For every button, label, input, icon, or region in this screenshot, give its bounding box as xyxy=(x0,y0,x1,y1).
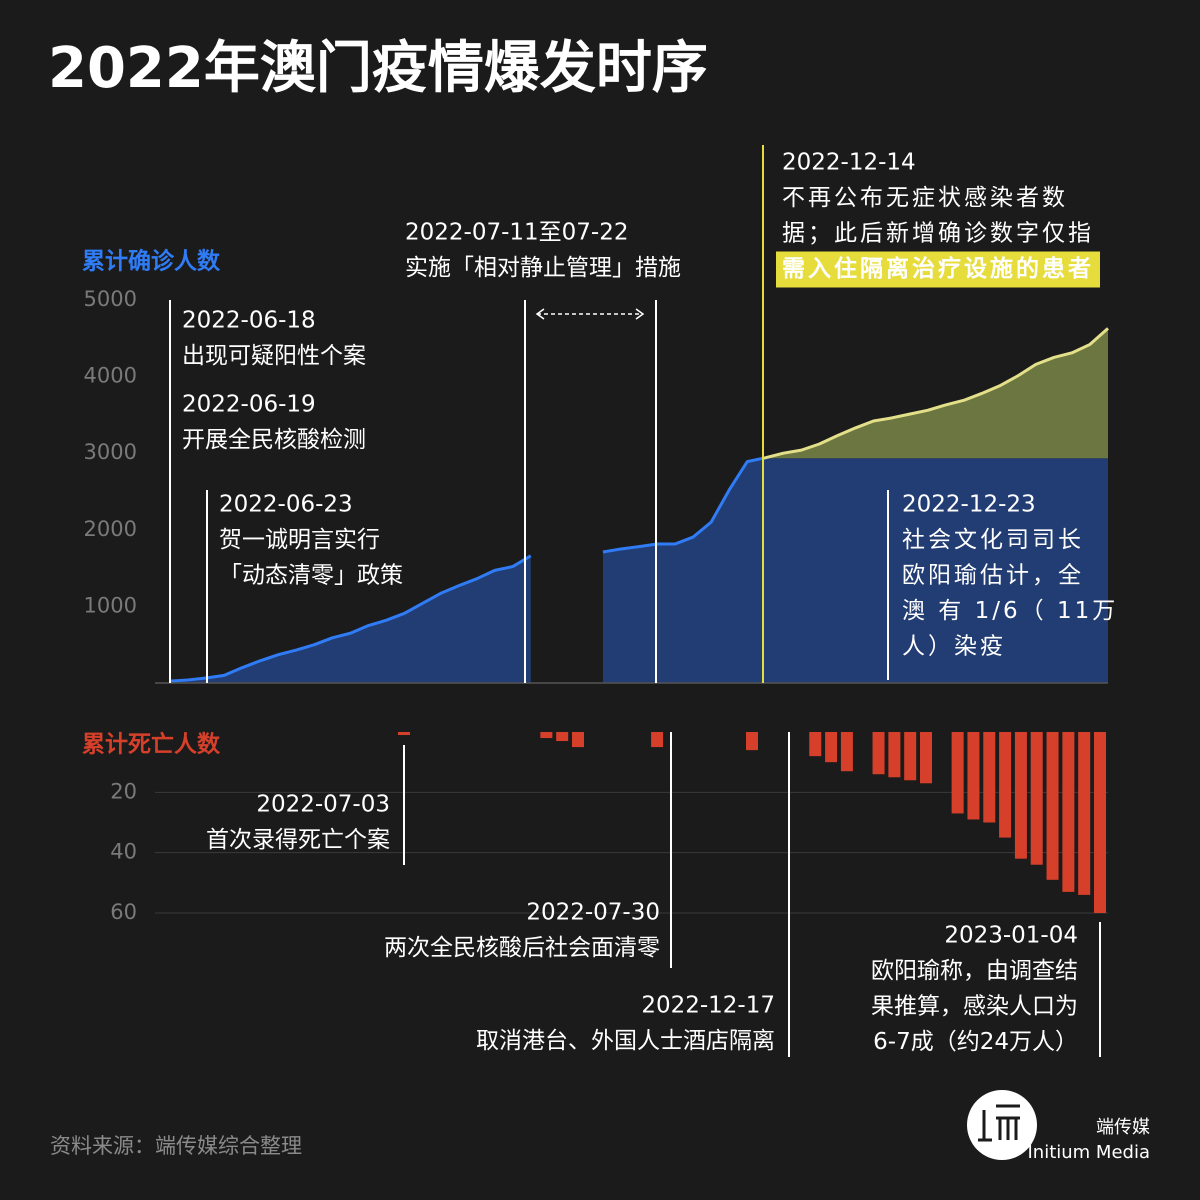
axis-label: 累计确诊人数 xyxy=(82,248,221,275)
bar xyxy=(840,732,853,772)
y-tick-label: 60 xyxy=(110,900,137,924)
y-tick-label: 1000 xyxy=(84,593,137,617)
bar xyxy=(556,732,569,742)
annotation-date: 2022-07-11至07-22 xyxy=(405,220,629,246)
y-tick-label: 5000 xyxy=(84,287,137,311)
annotation-date: 2022-12-17 xyxy=(641,993,775,1019)
annotation-text: 欧阳瑜估计，全 xyxy=(902,563,1084,589)
bar xyxy=(1094,732,1106,913)
bar xyxy=(872,732,885,775)
bar xyxy=(983,732,996,823)
source: 资料来源：端传媒综合整理 xyxy=(50,1134,302,1158)
annotation-text: 据；此后新增确诊数字仅指 xyxy=(782,221,1094,247)
bar xyxy=(999,732,1012,838)
annotation-date: 2022-06-19 xyxy=(182,392,316,418)
bar xyxy=(746,732,758,751)
annotation-date: 2022-12-14 xyxy=(782,150,916,176)
y-tick-label: 20 xyxy=(110,779,137,803)
annotation-highlight xyxy=(776,251,1100,288)
bar xyxy=(951,732,964,814)
bar xyxy=(809,732,822,757)
logo-glyph xyxy=(978,1104,1020,1142)
y-tick-label: 3000 xyxy=(84,440,137,464)
annotation-date: 2022-06-23 xyxy=(219,492,353,518)
bar xyxy=(920,732,932,784)
annotation-date: 2022-07-03 xyxy=(256,792,390,818)
annotation-text: 出现可疑阳性个案 xyxy=(182,343,366,369)
annotation-text: 不再公布无症状感染者数 xyxy=(782,185,1068,211)
bar xyxy=(1078,732,1091,895)
annotation-text: 澳 有 1/6（ 11万 xyxy=(902,598,1118,624)
area-fill-highlight xyxy=(763,328,1108,459)
y-tick-label: 4000 xyxy=(84,364,137,388)
logo-name: 端传媒 xyxy=(1096,1117,1150,1138)
annotation-date: 2022-07-30 xyxy=(526,900,660,926)
annotation-text: 6-7成（约24万人） xyxy=(873,1029,1078,1055)
bar xyxy=(967,732,980,820)
bar xyxy=(651,732,664,748)
annotation-text: 贺一诚明言实行 xyxy=(219,527,380,553)
bar xyxy=(398,732,410,736)
bar xyxy=(904,732,917,781)
bar xyxy=(1062,732,1075,892)
logo-name-en: Initium Media xyxy=(1027,1142,1150,1163)
bar xyxy=(572,732,584,748)
arrow xyxy=(535,308,645,320)
bar xyxy=(1030,732,1043,865)
annotation-text: 社会文化司司长 xyxy=(902,527,1084,553)
bar xyxy=(540,732,553,739)
y-tick-label: 2000 xyxy=(84,517,137,541)
annotation-text: 首次录得死亡个案 xyxy=(206,827,390,853)
annotation-text: 人）染疫 xyxy=(902,634,1006,660)
line xyxy=(169,327,1109,683)
annotation-date: 2022-06-18 xyxy=(182,308,316,334)
annotation-date: 2023-01-04 xyxy=(944,923,1078,949)
area-fill xyxy=(170,458,1108,683)
annotation-text: 果推算，感染人口为 xyxy=(871,994,1078,1020)
annotation-text: 欧阳瑜称，由调查结 xyxy=(871,958,1078,984)
bar xyxy=(825,732,838,763)
bar xyxy=(888,732,901,778)
bar xyxy=(1046,732,1059,880)
annotation-text: 需入住隔离治疗设施的患者 xyxy=(782,255,1094,282)
title: 2022年澳门疫情爆发时序 xyxy=(48,36,708,101)
annotation-date: 2022-12-23 xyxy=(902,492,1036,518)
annotation-text: 实施「相对静止管理」措施 xyxy=(405,255,681,281)
annotation-text: 取消港台、外国人士酒店隔离 xyxy=(476,1028,775,1054)
bar xyxy=(1014,732,1027,859)
axis-label: 累计死亡人数 xyxy=(82,731,221,758)
y-tick-label: 40 xyxy=(110,840,137,864)
annotation-text: 「动态清零」政策 xyxy=(219,563,403,589)
annotation-text: 开展全民核酸检测 xyxy=(182,427,366,453)
annotation-text: 两次全民核酸后社会面清零 xyxy=(384,935,660,961)
